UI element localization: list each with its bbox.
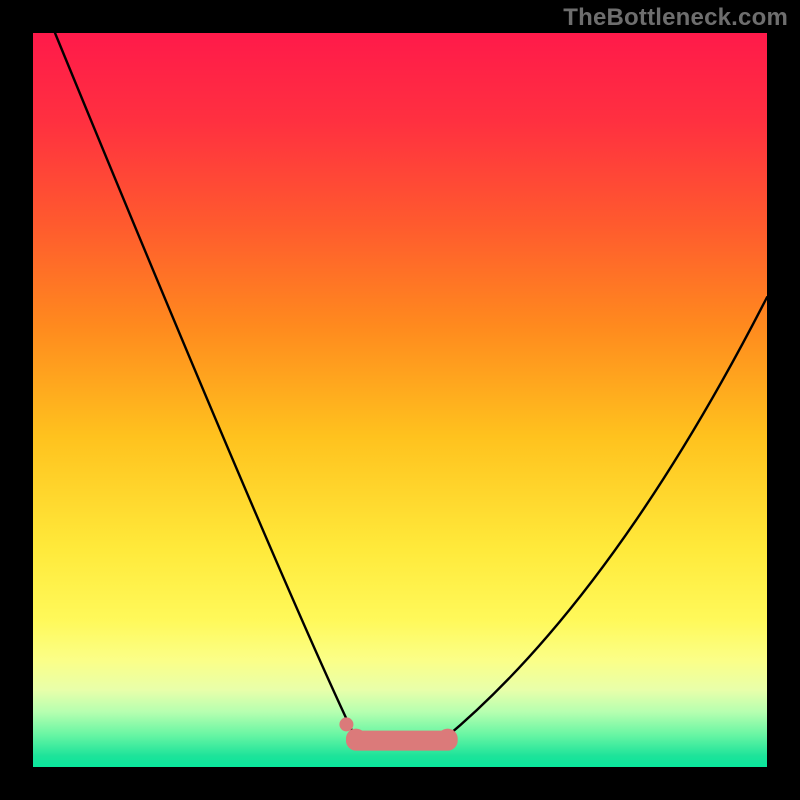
sweet-spot-dot bbox=[339, 717, 353, 731]
bottleneck-curve-chart bbox=[0, 0, 800, 800]
sweet-spot-endcap-right bbox=[438, 729, 458, 749]
watermark-text: TheBottleneck.com bbox=[563, 4, 788, 32]
chart-stage: TheBottleneck.com bbox=[0, 0, 800, 800]
sweet-spot-endcap-left bbox=[346, 729, 366, 749]
gradient-plot-area bbox=[33, 33, 767, 767]
